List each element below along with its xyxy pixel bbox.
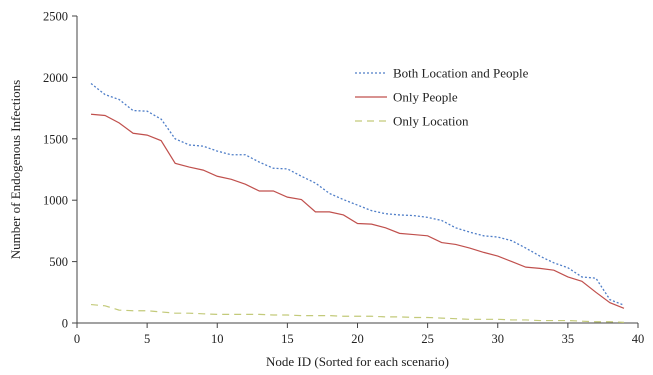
y-tick-label: 2000	[43, 71, 68, 85]
x-tick-label: 5	[144, 332, 150, 346]
x-axis-title: Node ID (Sorted for each scenario)	[266, 354, 449, 369]
series-lines	[90, 83, 625, 323]
series-line	[90, 83, 625, 306]
x-tick-label: 35	[562, 332, 575, 346]
y-ticks: 0 500 1000 1500 2000 2500	[43, 10, 77, 331]
x-tick-label: 25	[421, 332, 434, 346]
x-tick-label: 30	[492, 332, 505, 346]
legend: Both Location and People Only People Only …	[355, 66, 529, 129]
legend-label: Both Location and People	[393, 66, 529, 81]
series-line	[90, 113, 625, 309]
x-tick-label: 20	[351, 332, 364, 346]
y-tick-label: 500	[49, 255, 68, 269]
x-ticks: 0 5 10 15 20 25 30 35 40	[74, 323, 644, 346]
x-tick-label: 15	[281, 332, 294, 346]
y-tick-label: 1500	[43, 132, 68, 146]
y-tick-label: 2500	[43, 10, 68, 24]
x-tick-label: 10	[211, 332, 224, 346]
axes	[76, 16, 638, 324]
legend-label: Only Location	[393, 114, 469, 129]
x-tick-label: 0	[74, 332, 80, 346]
y-axis-title: Number of Endogenous Infections	[8, 80, 23, 259]
y-tick-label: 0	[62, 317, 68, 331]
series-line	[90, 303, 625, 323]
x-tick-label: 40	[632, 332, 645, 346]
y-tick-label: 1000	[43, 194, 68, 208]
legend-label: Only People	[393, 90, 458, 105]
